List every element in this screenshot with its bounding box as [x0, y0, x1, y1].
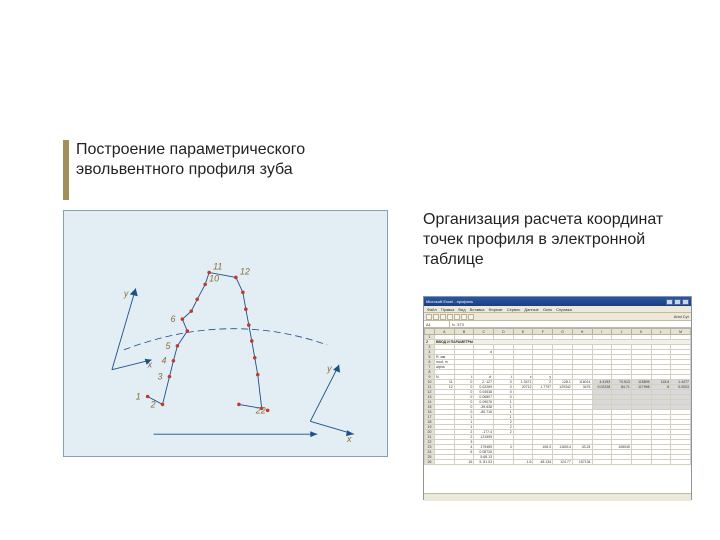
point-label-6: 6	[170, 314, 175, 324]
profile-point-12	[234, 276, 238, 280]
profile-point-1	[146, 395, 150, 399]
cell[interactable]: 124.77	[553, 460, 573, 465]
axis-label-x: x	[147, 360, 153, 370]
excel-menubar: Файл ПравкаВид ВставкаФормат СервисДанные Ок…	[424, 306, 691, 313]
profile-point-10	[203, 283, 207, 287]
point-label-11: 11	[213, 262, 222, 272]
excel-formula-bar: A1 fx 373	[424, 321, 691, 328]
cell[interactable]	[671, 460, 691, 465]
minimize-button[interactable]	[666, 299, 673, 305]
profile-point-16	[250, 339, 254, 343]
diagram-svg: y x y x 12345610111222	[64, 211, 387, 456]
profile-point-7	[186, 329, 190, 333]
profile-point-4	[172, 359, 176, 363]
cell[interactable]: 48.134	[533, 460, 553, 465]
profile-point-2	[161, 403, 165, 407]
point-label-1: 1	[136, 391, 141, 401]
save-icon[interactable]	[440, 314, 446, 320]
menu-правка[interactable]: Правка	[441, 307, 455, 312]
profile-points	[146, 271, 270, 412]
cell[interactable]	[592, 460, 612, 465]
cell[interactable]: 16	[454, 460, 474, 465]
point-label-22: 22	[255, 405, 266, 415]
cell[interactable]: 157134	[572, 460, 592, 465]
excel-table[interactable]: ABCDEFGHIJKLM12ВВОД И ПАРАМЕТРЫ34d5R, мм…	[424, 328, 691, 465]
axis-label-x2: x	[346, 434, 352, 444]
cell[interactable]: 1.6	[513, 460, 533, 465]
copy-icon[interactable]	[461, 314, 467, 320]
heading-right: Организация расчета координат точек проф…	[423, 210, 683, 270]
axis-y-right-head	[333, 365, 340, 373]
window-buttons	[666, 299, 689, 305]
excel-toolbar: Arial Cyr	[424, 313, 691, 321]
cell[interactable]	[631, 460, 651, 465]
menu-вид[interactable]: Вид	[458, 307, 465, 312]
menu-данные[interactable]: Данные	[524, 307, 538, 312]
profile-point-18	[256, 373, 260, 377]
cell[interactable]	[612, 460, 632, 465]
name-box[interactable]: A1	[424, 321, 450, 327]
excel-title: Microsoft Excel - профиль	[426, 299, 473, 304]
profile-point-17	[253, 356, 257, 360]
cell[interactable]	[494, 460, 514, 465]
new-icon[interactable]	[426, 314, 432, 320]
profile-labels: 12345610111222	[136, 262, 266, 416]
cell[interactable]: 5. 81.03	[474, 460, 494, 465]
open-icon[interactable]	[433, 314, 439, 320]
menu-сервис[interactable]: Сервис	[507, 307, 521, 312]
point-label-5: 5	[165, 341, 170, 351]
paste-icon[interactable]	[468, 314, 474, 320]
profile-point-13	[241, 291, 245, 295]
excel-screenshot: Microsoft Excel - профиль Файл ПравкаВид В…	[423, 296, 692, 500]
menu-вставка[interactable]: Вставка	[470, 307, 485, 312]
heading-left: Построение параметрического эвольвентног…	[76, 140, 386, 180]
profile-point-14	[244, 307, 248, 311]
diagram-involute-profile: y x y x 12345610111222	[63, 210, 388, 457]
profile-point-5	[176, 344, 180, 348]
axis-label-y: y	[123, 288, 129, 298]
profile-point-9	[195, 297, 199, 301]
pitch-circle-arc	[124, 329, 327, 350]
axis-y-right	[310, 365, 339, 422]
font-label: Arial Cyr	[674, 314, 689, 319]
excel-grid[interactable]: ABCDEFGHIJKLM12ВВОД И ПАРАМЕТРЫ34d5R, мм…	[424, 328, 691, 493]
menu-формат[interactable]: Формат	[488, 307, 502, 312]
cut-icon[interactable]	[454, 314, 460, 320]
profile-point-22	[266, 409, 270, 413]
fx-icon[interactable]: fx	[450, 322, 457, 327]
axis-label-y2: y	[326, 364, 332, 374]
print-icon[interactable]	[447, 314, 453, 320]
menu-окно[interactable]: Окно	[543, 307, 552, 312]
profile-point-15	[247, 323, 251, 327]
point-label-4: 4	[162, 356, 167, 366]
point-label-2: 2	[150, 399, 156, 409]
cell[interactable]	[651, 460, 671, 465]
profile-point-3	[168, 375, 172, 379]
menu-файл[interactable]: Файл	[427, 307, 437, 312]
accent-bar	[63, 140, 69, 200]
profile-point-8	[189, 309, 193, 313]
point-label-3: 3	[158, 372, 163, 382]
axis-y-left	[112, 288, 136, 369]
base-arrow-head	[310, 431, 317, 437]
formula-value[interactable]: 373	[457, 322, 464, 327]
axis-y-left-head	[130, 288, 138, 296]
close-button[interactable]	[682, 299, 689, 305]
excel-statusbar	[424, 493, 691, 501]
profile-point-19	[237, 403, 241, 407]
row-header[interactable]: 26	[425, 460, 435, 465]
cell[interactable]	[435, 460, 455, 465]
excel-titlebar: Microsoft Excel - профиль	[424, 297, 691, 306]
point-label-10: 10	[209, 273, 219, 283]
slide: Построение параметрического эвольвентног…	[0, 0, 720, 540]
profile-point-6	[181, 317, 185, 321]
point-label-12: 12	[240, 266, 250, 276]
maximize-button[interactable]	[674, 299, 681, 305]
menu-справка[interactable]: Справка	[556, 307, 572, 312]
